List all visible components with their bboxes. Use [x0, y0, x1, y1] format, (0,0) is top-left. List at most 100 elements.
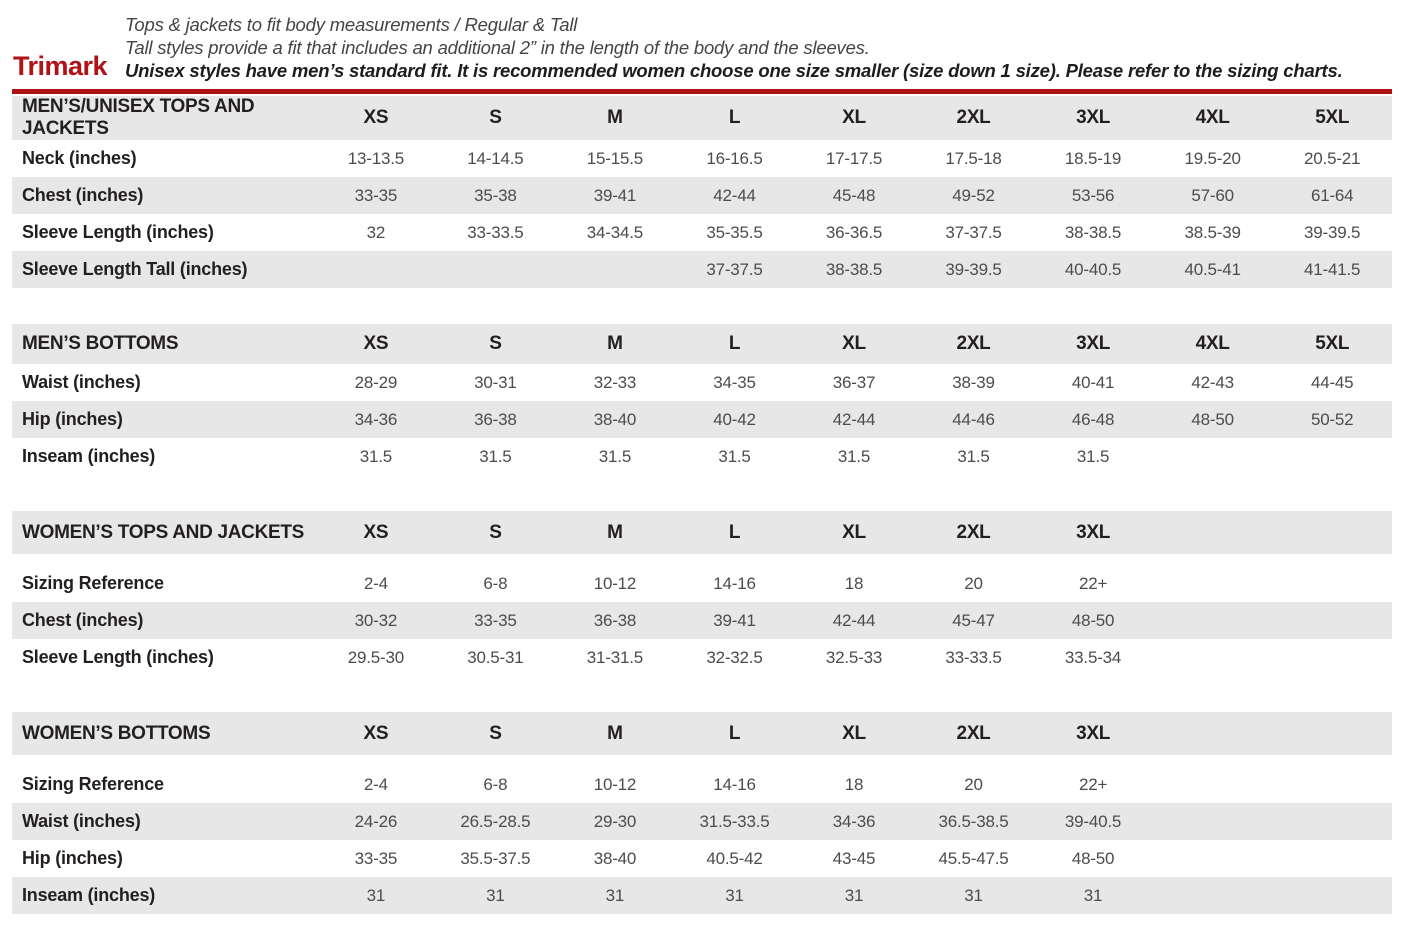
- size-value-cell: 18: [794, 565, 914, 602]
- size-column-header: [1152, 712, 1273, 755]
- table-row: Sizing Reference 2-4 6-8 10-12 14-16 18 20 22+: [12, 766, 1392, 803]
- size-value-cell: 50-52: [1272, 401, 1392, 438]
- size-column-header: 2XL: [913, 511, 1034, 554]
- size-value-cell: 37-37.5: [674, 251, 795, 288]
- size-value-cell: 33-35: [316, 177, 436, 214]
- sizing-chart-page: Trimark Tops & jackets to fit body measu…: [0, 13, 1404, 942]
- size-column-header: XL: [794, 511, 914, 554]
- size-column-header: S: [435, 511, 556, 554]
- size-column-header: S: [435, 324, 556, 364]
- table-title: WOMEN’S TOPS AND JACKETS: [12, 511, 317, 554]
- size-value-cell: 31: [316, 877, 436, 914]
- size-value-cell: 16-16.5: [674, 140, 795, 177]
- row-label: Sizing Reference: [12, 565, 317, 602]
- size-value-cell: 42-44: [794, 401, 914, 438]
- size-value-cell: 49-52: [913, 177, 1034, 214]
- document-header: Trimark Tops & jackets to fit body measu…: [13, 13, 1392, 82]
- size-value-cell: 31: [674, 877, 795, 914]
- size-column-header: [1272, 712, 1392, 755]
- size-value-cell: 14-14.5: [435, 140, 556, 177]
- size-value-cell: 31: [555, 877, 675, 914]
- size-value-cell: 38-40: [555, 401, 675, 438]
- size-column-header: 5XL: [1272, 324, 1392, 364]
- size-value-cell: 29-30: [555, 803, 675, 840]
- size-value-cell: 35.5-37.5: [435, 840, 556, 877]
- size-value-cell: 36.5-38.5: [913, 803, 1034, 840]
- size-column-header: XS: [316, 96, 436, 140]
- size-value-cell: 13-13.5: [316, 140, 436, 177]
- size-value-cell: [1272, 766, 1392, 803]
- size-value-cell: 34-36: [316, 401, 436, 438]
- size-value-cell: 6-8: [435, 565, 556, 602]
- size-value-cell: 31.5: [435, 438, 556, 475]
- size-value-cell: [1272, 565, 1392, 602]
- table-header-row: MEN’S/UNISEX TOPS AND JACKETS XS S M L XL 2XL 3…: [12, 96, 1392, 140]
- header-gap-spacer: [12, 755, 1392, 766]
- size-table: WOMEN’S TOPS AND JACKETS XS S M L XL 2XL 3XL Siz…: [12, 511, 1392, 676]
- size-value-cell: 36-36.5: [794, 214, 914, 251]
- row-label: Neck (inches): [12, 140, 317, 177]
- size-value-cell: 34-34.5: [555, 214, 675, 251]
- row-label: Chest (inches): [12, 177, 317, 214]
- size-column-header: S: [435, 712, 556, 755]
- size-value-cell: 32-33: [555, 364, 675, 401]
- size-value-cell: [1152, 602, 1273, 639]
- size-column-header: 3XL: [1033, 511, 1153, 554]
- size-value-cell: 31: [913, 877, 1034, 914]
- size-value-cell: 10-12: [555, 766, 675, 803]
- table-title: MEN’S/UNISEX TOPS AND JACKETS: [12, 96, 317, 140]
- size-value-cell: 57-60: [1152, 177, 1273, 214]
- size-value-cell: 29.5-30: [316, 639, 436, 676]
- size-column-header: L: [674, 511, 795, 554]
- size-value-cell: 30.5-31: [435, 639, 556, 676]
- size-value-cell: 18.5-19: [1033, 140, 1153, 177]
- size-value-cell: [1152, 840, 1273, 877]
- row-label: Sleeve Length Tall (inches): [12, 251, 317, 288]
- size-value-cell: 38.5-39: [1152, 214, 1273, 251]
- size-value-cell: 33-33.5: [435, 214, 556, 251]
- size-column-header: 3XL: [1033, 712, 1153, 755]
- size-column-header: 2XL: [913, 324, 1034, 364]
- fit-note-line-2: Tall styles provide a fit that includes …: [125, 37, 870, 58]
- size-value-cell: 48-50: [1033, 602, 1153, 639]
- size-column-header: 5XL: [1272, 96, 1392, 140]
- size-value-cell: 33-35: [435, 602, 556, 639]
- size-value-cell: 22+: [1033, 565, 1153, 602]
- table-row: Chest (inches) 30-32 33-35 36-38 39-41 42-44 4…: [12, 602, 1392, 639]
- size-value-cell: 40.5-42: [674, 840, 795, 877]
- size-value-cell: 44-45: [1272, 364, 1392, 401]
- table-header-row: MEN’S BOTTOMS XS S M L XL 2XL 3XL 4XL 5XL: [12, 324, 1392, 364]
- size-value-cell: 35-35.5: [674, 214, 795, 251]
- size-value-cell: [1272, 602, 1392, 639]
- size-column-header: 4XL: [1152, 324, 1273, 364]
- size-value-cell: 31.5: [555, 438, 675, 475]
- size-value-cell: 31.5: [316, 438, 436, 475]
- size-value-cell: [1272, 803, 1392, 840]
- size-value-cell: 2-4: [316, 766, 436, 803]
- size-value-cell: 31: [794, 877, 914, 914]
- size-value-cell: 37-37.5: [913, 214, 1034, 251]
- size-value-cell: 14-16: [674, 565, 795, 602]
- size-value-cell: 30-32: [316, 602, 436, 639]
- size-value-cell: 36-37: [794, 364, 914, 401]
- size-value-cell: 40-41: [1033, 364, 1153, 401]
- size-value-cell: 31.5: [913, 438, 1034, 475]
- brand-logo: Trimark: [13, 51, 108, 81]
- size-column-header: XL: [794, 712, 914, 755]
- size-value-cell: [1152, 639, 1273, 676]
- size-value-cell: 17.5-18: [913, 140, 1034, 177]
- size-value-cell: 39-41: [555, 177, 675, 214]
- row-label: Sleeve Length (inches): [12, 214, 317, 251]
- size-value-cell: 32: [316, 214, 436, 251]
- size-value-cell: [435, 251, 556, 288]
- size-value-cell: 20: [913, 766, 1034, 803]
- size-column-header: S: [435, 96, 556, 140]
- size-value-cell: 46-48: [1033, 401, 1153, 438]
- row-label: Sizing Reference: [12, 766, 317, 803]
- fit-note-line-1: Tops & jackets to fit body measurements …: [125, 14, 578, 35]
- size-column-header: M: [555, 324, 675, 364]
- row-label: Waist (inches): [12, 803, 317, 840]
- size-value-cell: 38-40: [555, 840, 675, 877]
- size-column-header: XS: [316, 324, 436, 364]
- size-value-cell: 17-17.5: [794, 140, 914, 177]
